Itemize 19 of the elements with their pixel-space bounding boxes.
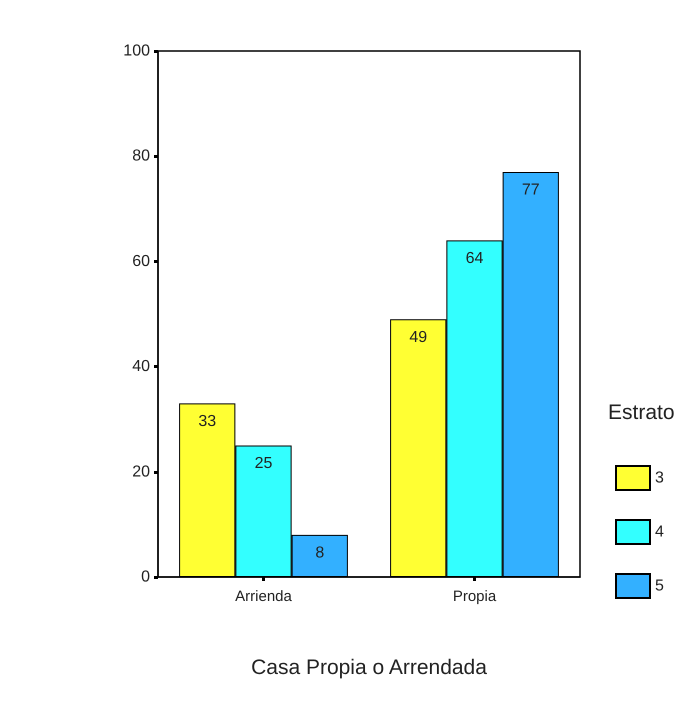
x-axis-title: Casa Propia o Arrendada [251, 656, 488, 679]
data-label: 33 [198, 412, 216, 430]
data-label: 64 [466, 250, 484, 267]
y-tick-label: 40 [132, 358, 150, 376]
data-label: 8 [315, 544, 324, 562]
legend-title: Estrato [608, 401, 675, 424]
legend-label: 4 [655, 524, 664, 540]
y-tick-label: 0 [141, 568, 150, 586]
data-label: 49 [409, 328, 428, 346]
data-label: 25 [254, 455, 272, 472]
y-tick-label: 60 [132, 252, 150, 270]
y-tick-label: 80 [132, 148, 150, 165]
y-tick-label: 100 [123, 42, 150, 60]
legend-label: 5 [655, 578, 664, 594]
legend-label: 3 [655, 470, 664, 486]
x-tick-label: Propia [452, 588, 497, 605]
y-tick-label: 20 [132, 463, 150, 480]
data-label: 77 [522, 181, 540, 198]
x-tick-label: Arrienda [235, 588, 293, 605]
